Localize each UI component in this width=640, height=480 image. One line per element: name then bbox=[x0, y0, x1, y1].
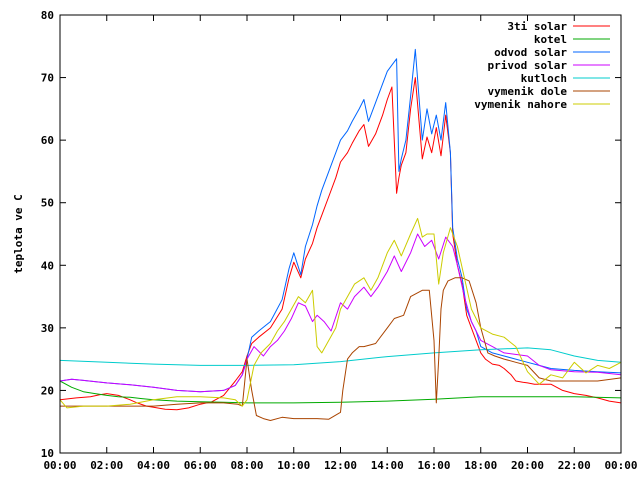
x-tick-label: 04:00 bbox=[137, 459, 170, 472]
series-line-4 bbox=[59, 347, 622, 366]
series-line-1 bbox=[59, 380, 622, 404]
y-tick-label: 50 bbox=[41, 197, 54, 210]
series-layer bbox=[59, 48, 622, 421]
y-tick-label: 70 bbox=[41, 72, 54, 85]
x-tick-label: 00:00 bbox=[604, 459, 637, 472]
y-tick-label: 40 bbox=[41, 259, 54, 272]
x-tick-label: 02:00 bbox=[90, 459, 123, 472]
y-tick-label: 20 bbox=[41, 384, 54, 397]
y-tick-label: 30 bbox=[41, 322, 54, 335]
x-tick-label: 14:00 bbox=[371, 459, 404, 472]
y-tick-label: 10 bbox=[41, 447, 54, 460]
legend-label: 3ti solar bbox=[507, 20, 567, 33]
legend-label: odvod solar bbox=[494, 46, 567, 59]
legend-label: kotel bbox=[534, 33, 567, 46]
x-tick-label: 12:00 bbox=[324, 459, 357, 472]
legend-label: vymenik dole bbox=[488, 85, 568, 98]
x-tick-label: 06:00 bbox=[184, 459, 217, 472]
x-tick-label: 08:00 bbox=[230, 459, 263, 472]
legend-label: privod solar bbox=[488, 59, 568, 72]
x-tick-label: 16:00 bbox=[417, 459, 450, 472]
y-tick-label: 60 bbox=[41, 134, 54, 147]
y-axis-label: teplota ve C bbox=[12, 194, 25, 273]
series-line-0 bbox=[59, 77, 622, 411]
series-line-3 bbox=[59, 233, 622, 393]
x-tick-label: 00:00 bbox=[43, 459, 76, 472]
series-line-6 bbox=[59, 217, 622, 409]
x-tick-label: 22:00 bbox=[558, 459, 591, 472]
legend-label: kutloch bbox=[521, 72, 567, 85]
y-axis: 10 20 30 40 50 60 70 80 bbox=[41, 9, 621, 460]
x-axis: 00:00 02:00 04:00 06:00 08:00 10:00 12:00 14:00… bbox=[43, 15, 638, 472]
legend-label: vymenik nahore bbox=[474, 98, 567, 111]
x-tick-label: 10:00 bbox=[277, 459, 310, 472]
y-tick-label: 80 bbox=[41, 9, 54, 22]
x-tick-label: 18:00 bbox=[464, 459, 497, 472]
x-tick-label: 20:00 bbox=[511, 459, 544, 472]
